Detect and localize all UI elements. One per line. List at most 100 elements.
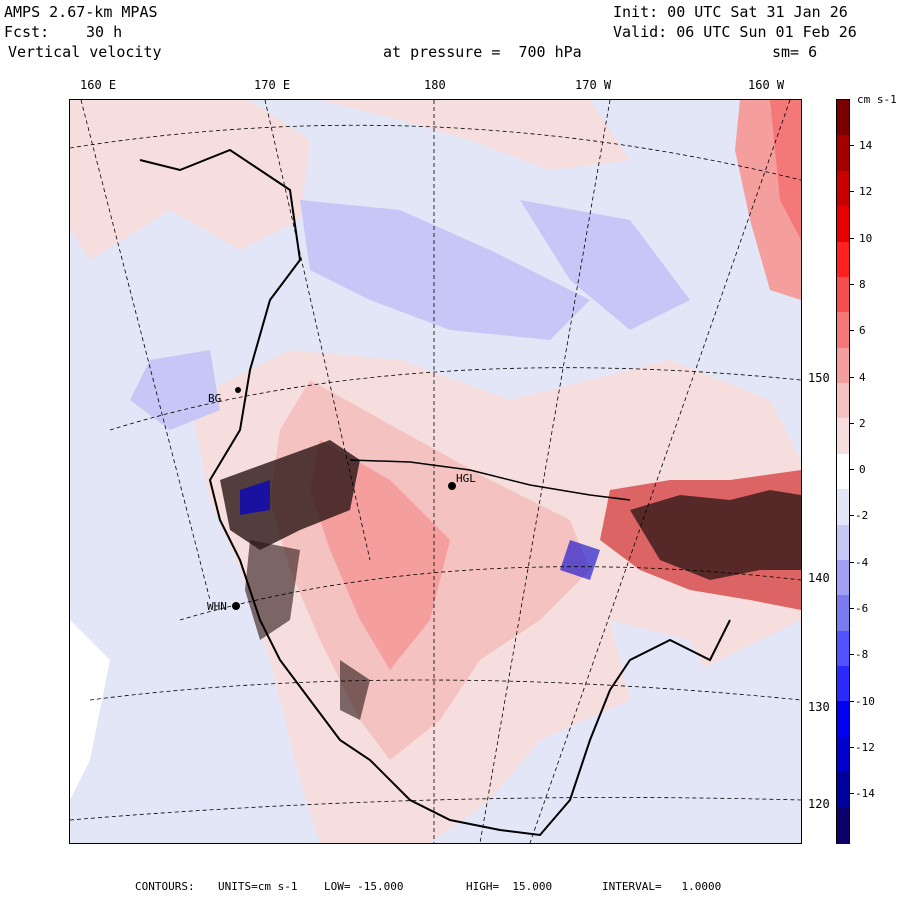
west-blue-downdraft — [240, 480, 270, 515]
colorbar-swatch — [837, 100, 849, 136]
colorbar-swatch — [837, 772, 849, 809]
colorbar-tick-label: -12 — [855, 740, 875, 754]
lon-label-180: 180 — [424, 78, 446, 92]
footer-contours-label: CONTOURS: — [135, 880, 195, 893]
vertical-velocity-map: BG HGL WHN — [70, 100, 801, 843]
footer-high: HIGH= 15.000 — [466, 880, 553, 893]
colorbar-tick-label: 2 — [859, 416, 866, 430]
lon-label-170w: 170 W — [575, 78, 612, 92]
ice-free-patch-sw — [70, 620, 110, 800]
pressure-level: at pressure = 700 hPa — [383, 43, 582, 61]
colorbar-tick-mark — [850, 422, 854, 424]
colorbar-tick-mark — [850, 515, 854, 517]
station-label-bg: BG — [208, 392, 221, 405]
station-marker-whn — [232, 602, 240, 610]
colorbar-swatch — [837, 595, 849, 632]
west-convective-band — [220, 440, 360, 550]
colorbar-tick-label: 14 — [859, 139, 873, 152]
footer-interval: INTERVAL= 1.0000 — [602, 880, 722, 893]
colorbar-tick-mark — [850, 237, 854, 239]
colorbar-tick-mark — [850, 376, 854, 378]
colorbar-tick-label: -6 — [855, 602, 869, 615]
model-title: AMPS 2.67-km MPAS — [4, 3, 158, 21]
lon-label-160w: 160 W — [748, 78, 785, 92]
lon-label-170e: 170 E — [254, 78, 291, 92]
smoothing-value: sm= 6 — [772, 43, 818, 61]
footer-low: LOW= -15.000 — [324, 880, 404, 893]
colorbar-swatch — [837, 206, 849, 243]
colorbar-swatch — [837, 489, 849, 526]
colorbar-tick-label: 6 — [859, 324, 866, 338]
colorbar-swatch — [837, 383, 849, 420]
lon-label-160e: 160 E — [80, 78, 117, 92]
forecast-hour: 30 h — [86, 23, 123, 41]
footer-units: UNITS=cm s-1 — [218, 880, 298, 893]
colorbar-tick-mark — [850, 793, 854, 795]
forecast-label: Fcst: — [4, 23, 50, 41]
colorbar-swatch — [837, 241, 849, 278]
colorbar-swatch — [837, 276, 849, 313]
colorbar-swatch — [837, 170, 849, 207]
latitude-arc-3 — [179, 566, 801, 621]
colorbar-swatch — [837, 807, 849, 844]
ice-shelf-edge — [349, 459, 631, 501]
init-time: Init: 00 UTC Sat 31 Jan 26 — [613, 3, 848, 21]
colorbar-tick-label: 12 — [859, 185, 873, 199]
colorbar-swatch — [837, 453, 849, 490]
colorbar-swatch — [837, 701, 849, 738]
field-name: Vertical velocity — [8, 43, 162, 61]
colorbar-swatch — [837, 418, 849, 455]
blue-patch-north — [300, 200, 590, 340]
blue-patch-northeast — [520, 200, 690, 330]
colorbar-swatch — [837, 559, 849, 596]
colorbar-tick-mark — [850, 561, 854, 563]
station-marker-bg — [235, 387, 241, 393]
blue-patch-east — [610, 620, 720, 720]
colorbar — [836, 99, 850, 844]
colorbar-tick-mark — [850, 330, 854, 332]
colorbar-tick-mark — [850, 191, 854, 193]
colorbar-swatch — [837, 135, 849, 172]
east-blue-downdraft — [560, 540, 600, 580]
colorbar-swatch — [837, 312, 849, 349]
colorbar-tick-label: 10 — [859, 231, 873, 245]
colorbar-tick-label: 0 — [859, 463, 866, 477]
colorbar-tick-label: -10 — [855, 694, 875, 708]
colorbar-units: cm s-1 — [857, 93, 897, 106]
colorbar-tick-mark — [850, 654, 854, 656]
meridian-160e — [80, 100, 211, 601]
colorbar-tick-label: 4 — [859, 370, 866, 384]
colorbar-tick-label: -8 — [855, 648, 869, 662]
colorbar-tick-mark — [850, 746, 854, 748]
latitude-arc-1 — [70, 124, 801, 181]
colorbar-tick-label: -4 — [855, 555, 869, 569]
colorbar-tick-mark — [850, 608, 854, 609]
station-label-whn: WHN — [207, 600, 227, 613]
valid-time: Valid: 06 UTC Sun 01 Feb 26 — [613, 23, 857, 41]
pink-region-nw — [70, 100, 310, 260]
pink-region-north — [320, 100, 630, 170]
meridian-160w — [529, 100, 791, 843]
south-convective-patch — [340, 660, 370, 720]
colorbar-tick-label: -2 — [855, 509, 869, 523]
colorbar-tick-mark — [850, 469, 854, 471]
colorbar-swatch — [837, 347, 849, 384]
east-convective-band-dark — [630, 490, 801, 580]
colorbar-swatch — [837, 524, 849, 561]
latitude-arc-2 — [109, 367, 801, 431]
meridian-170e — [264, 100, 371, 561]
colorbar-tick-label: -14 — [855, 787, 875, 801]
colorbar-tick-mark — [850, 700, 854, 702]
blue-patch-west — [130, 350, 220, 430]
colorbar-swatch — [837, 666, 849, 703]
colorbar-tick-mark — [850, 145, 854, 146]
station-label-hgl: HGL — [456, 472, 476, 485]
station-marker-hgl — [448, 482, 456, 490]
coastline — [139, 148, 731, 837]
map-panel: BG HGL WHN — [69, 99, 802, 844]
colorbar-tick-label: 8 — [859, 277, 866, 291]
colorbar-tick-mark — [850, 283, 854, 285]
colorbar-swatch — [837, 736, 849, 773]
latitude-arc-5 — [70, 797, 801, 821]
colorbar-swatch — [837, 630, 849, 667]
